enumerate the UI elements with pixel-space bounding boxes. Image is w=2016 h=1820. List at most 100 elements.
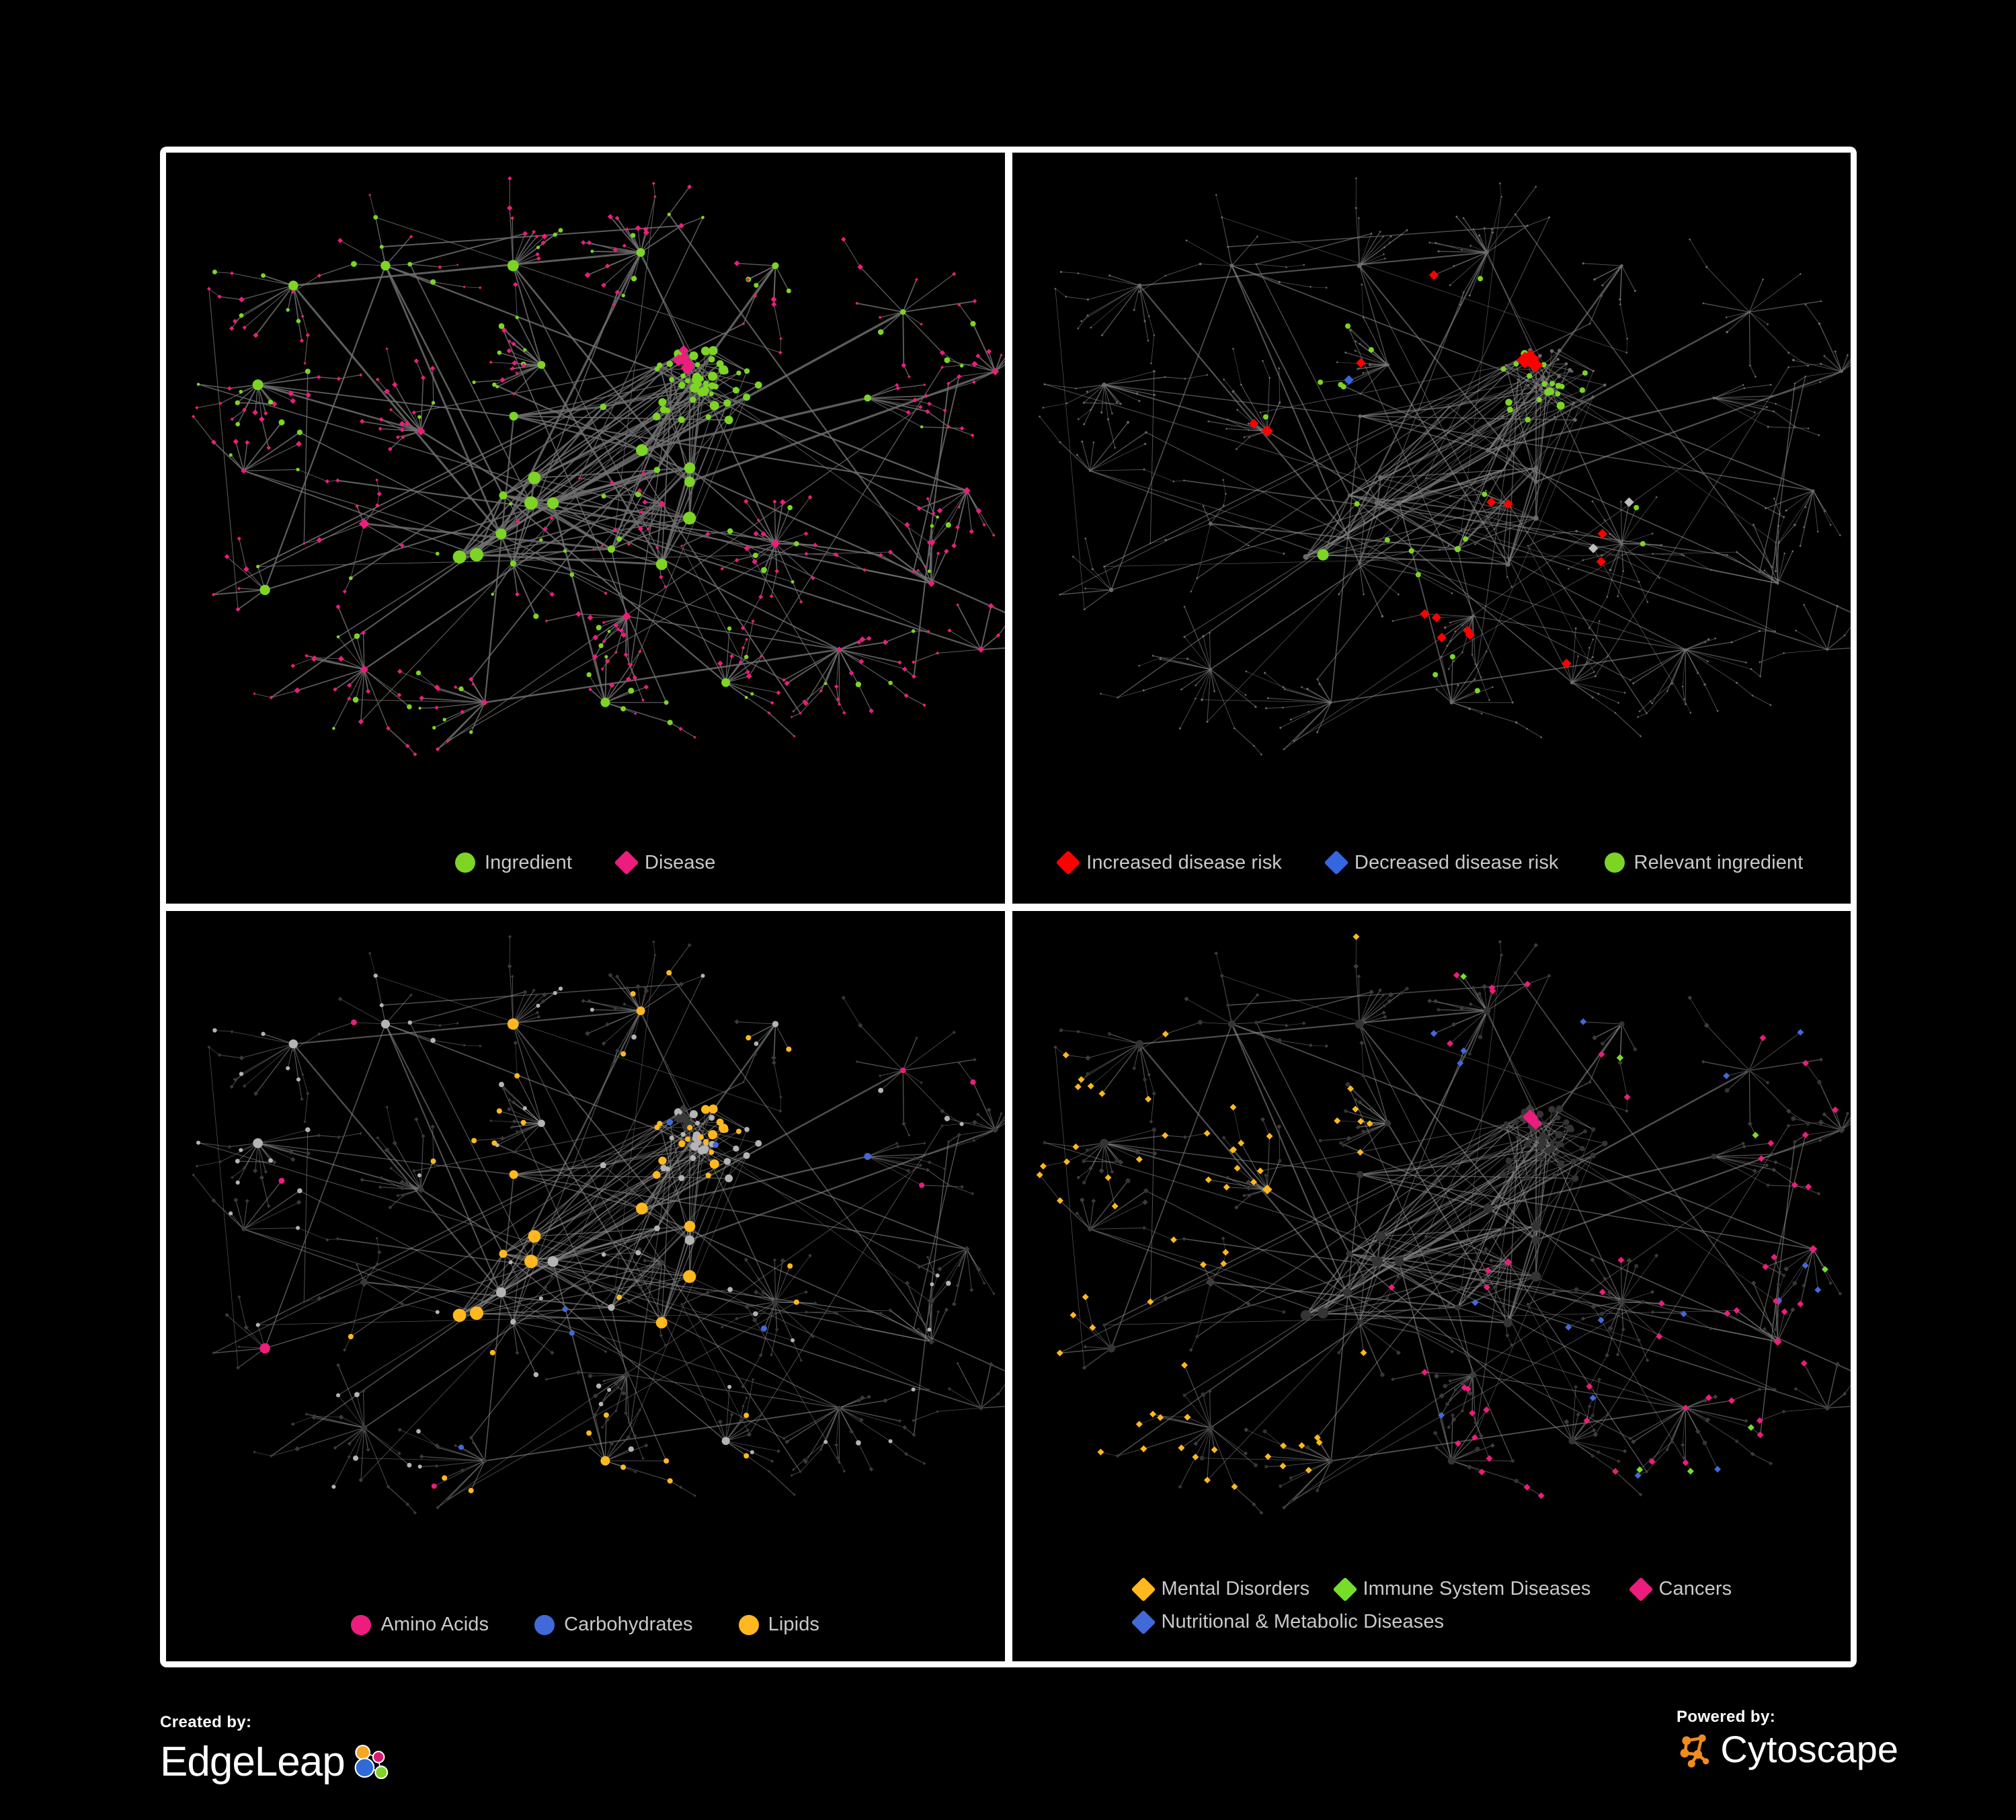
disease-node[interactable] bbox=[837, 702, 842, 707]
disease-node[interactable] bbox=[680, 544, 684, 548]
disease-node[interactable] bbox=[1247, 1193, 1251, 1197]
ingredient-node[interactable] bbox=[1076, 454, 1078, 457]
disease-node[interactable] bbox=[940, 365, 944, 369]
disease-node[interactable] bbox=[1623, 691, 1626, 695]
ingredient-node[interactable] bbox=[744, 1126, 750, 1132]
ingredient-node[interactable] bbox=[1482, 1250, 1487, 1255]
disease-node[interactable] bbox=[1828, 523, 1832, 526]
ingredient-node[interactable] bbox=[752, 553, 758, 559]
disease-node[interactable] bbox=[799, 600, 803, 604]
ingredient-node[interactable] bbox=[553, 232, 557, 237]
disease-node[interactable] bbox=[1769, 704, 1772, 707]
disease-node[interactable] bbox=[1786, 1123, 1790, 1127]
ingredient-node[interactable] bbox=[1195, 1334, 1199, 1338]
disease-node[interactable] bbox=[987, 602, 994, 609]
disease-node[interactable] bbox=[1084, 587, 1086, 590]
disease-node[interactable] bbox=[1353, 963, 1359, 969]
disease-node[interactable] bbox=[1230, 1482, 1238, 1490]
disease-node[interactable] bbox=[771, 1060, 776, 1065]
ingredient-node[interactable] bbox=[709, 1104, 718, 1113]
ingredient-node[interactable] bbox=[491, 1140, 497, 1146]
disease-node[interactable] bbox=[1818, 1138, 1822, 1142]
ingredient-node[interactable] bbox=[1536, 1110, 1543, 1117]
ingredient-node[interactable] bbox=[1544, 1134, 1549, 1140]
disease-node[interactable] bbox=[1453, 971, 1460, 978]
disease-node[interactable] bbox=[955, 1283, 960, 1288]
disease-node[interactable] bbox=[659, 575, 663, 580]
ingredient-node[interactable] bbox=[336, 635, 340, 639]
ingredient-node[interactable] bbox=[1316, 731, 1318, 734]
ingredient-node[interactable] bbox=[452, 1308, 467, 1322]
disease-node[interactable] bbox=[242, 325, 247, 330]
ingredient-node[interactable] bbox=[652, 1171, 661, 1179]
disease-node[interactable] bbox=[592, 1306, 595, 1310]
disease-node[interactable] bbox=[1525, 727, 1528, 730]
disease-node[interactable] bbox=[971, 380, 976, 385]
disease-node[interactable] bbox=[1802, 1059, 1809, 1066]
ingredient-node[interactable] bbox=[713, 1142, 719, 1148]
disease-node[interactable] bbox=[951, 543, 957, 549]
ingredient-node[interactable] bbox=[1591, 656, 1594, 658]
disease-node[interactable] bbox=[1450, 592, 1453, 595]
disease-node[interactable] bbox=[1285, 266, 1287, 268]
disease-node[interactable] bbox=[1819, 300, 1822, 303]
ingredient-node[interactable] bbox=[1337, 593, 1340, 596]
ingredient-node[interactable] bbox=[1201, 1392, 1205, 1397]
disease-node[interactable] bbox=[1623, 497, 1634, 508]
ingredient-node[interactable] bbox=[590, 1007, 594, 1012]
disease-node[interactable] bbox=[1298, 1441, 1305, 1449]
disease-node[interactable] bbox=[211, 592, 216, 597]
ingredient-node[interactable] bbox=[1553, 416, 1556, 418]
disease-node[interactable] bbox=[375, 1236, 378, 1240]
ingredient-node[interactable] bbox=[657, 362, 663, 368]
disease-node[interactable] bbox=[1707, 637, 1710, 641]
disease-node[interactable] bbox=[397, 693, 402, 698]
disease-node[interactable] bbox=[1617, 1256, 1624, 1263]
ingredient-node[interactable] bbox=[743, 368, 750, 374]
disease-node[interactable] bbox=[387, 446, 393, 452]
ingredient-node[interactable] bbox=[1082, 1180, 1086, 1185]
ingredient-node[interactable] bbox=[1305, 688, 1309, 690]
disease-node[interactable] bbox=[1063, 1158, 1070, 1165]
disease-node[interactable] bbox=[752, 559, 758, 565]
ingredient-node[interactable] bbox=[472, 380, 476, 385]
ingredient-node[interactable] bbox=[653, 467, 661, 473]
disease-node[interactable] bbox=[1588, 322, 1591, 325]
disease-node[interactable] bbox=[857, 264, 864, 270]
disease-node[interactable] bbox=[1098, 1167, 1104, 1173]
ingredient-node[interactable] bbox=[452, 550, 467, 564]
ingredient-node[interactable] bbox=[1385, 363, 1389, 367]
disease-node[interactable] bbox=[1219, 1260, 1227, 1267]
disease-node[interactable] bbox=[1818, 1057, 1823, 1062]
disease-node[interactable] bbox=[1701, 302, 1705, 305]
ingredient-node[interactable] bbox=[1545, 387, 1554, 395]
disease-node[interactable] bbox=[1180, 1361, 1188, 1368]
ingredient-node[interactable] bbox=[430, 1037, 436, 1043]
disease-node[interactable] bbox=[842, 1469, 846, 1473]
disease-node[interactable] bbox=[609, 1440, 614, 1446]
ingredient-node[interactable] bbox=[1515, 1135, 1520, 1140]
ingredient-node[interactable] bbox=[1086, 391, 1088, 393]
ingredient-node[interactable] bbox=[654, 366, 660, 372]
ingredient-node[interactable] bbox=[1408, 548, 1414, 554]
disease-node[interactable] bbox=[1439, 1392, 1445, 1398]
disease-node[interactable] bbox=[971, 1191, 975, 1195]
disease-node[interactable] bbox=[1478, 1433, 1484, 1438]
disease-node[interactable] bbox=[734, 557, 739, 563]
disease-node[interactable] bbox=[1041, 406, 1045, 409]
disease-node[interactable] bbox=[1104, 1174, 1111, 1181]
ingredient-node[interactable] bbox=[590, 249, 594, 253]
disease-node[interactable] bbox=[1491, 686, 1494, 688]
disease-node[interactable] bbox=[612, 247, 618, 253]
disease-node[interactable] bbox=[936, 551, 940, 555]
disease-node[interactable] bbox=[1236, 408, 1238, 411]
ingredient-node[interactable] bbox=[1201, 635, 1205, 638]
ingredient-node[interactable] bbox=[1394, 1256, 1404, 1266]
disease-node[interactable] bbox=[717, 660, 723, 667]
disease-node[interactable] bbox=[779, 337, 782, 341]
disease-node[interactable] bbox=[779, 499, 786, 506]
ingredient-node[interactable] bbox=[1540, 378, 1544, 382]
ingredient-node[interactable] bbox=[1725, 331, 1728, 333]
disease-node[interactable] bbox=[866, 635, 872, 641]
ingredient-node[interactable] bbox=[533, 1372, 539, 1377]
